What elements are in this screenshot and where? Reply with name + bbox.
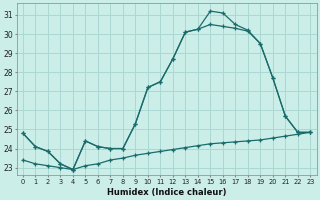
X-axis label: Humidex (Indice chaleur): Humidex (Indice chaleur) xyxy=(107,188,226,197)
